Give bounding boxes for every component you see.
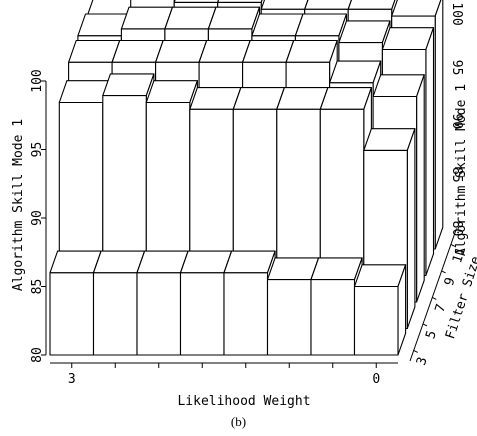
bar-side <box>425 27 435 277</box>
depth-axis-line <box>409 228 457 362</box>
bar-side <box>406 128 416 330</box>
depth-tick <box>432 296 437 300</box>
bar-top <box>319 87 372 110</box>
bar-top <box>285 39 338 63</box>
z-tick-label-right: 100 <box>449 2 464 25</box>
bar <box>353 264 407 356</box>
bar-top <box>68 39 121 63</box>
bar-top <box>145 80 198 104</box>
z-axis-label-left: Algorithm Skill Mode 1 <box>11 119 26 291</box>
bar-top <box>232 87 285 110</box>
bar-top <box>310 257 363 281</box>
bar-top <box>164 6 217 30</box>
bar-top <box>242 39 295 63</box>
bar-top <box>102 73 155 97</box>
z-tick-label-left: 90 <box>30 210 45 226</box>
bar-front <box>310 279 356 356</box>
depth-tick-label: 11 <box>450 246 469 266</box>
bar-front <box>266 279 312 356</box>
depth-tick <box>422 323 428 327</box>
depth-tick-label: 3 <box>414 355 431 367</box>
bar-top <box>266 257 320 281</box>
bar-top <box>198 39 251 63</box>
z-tick-label-left: 95 <box>30 142 45 158</box>
bar-top <box>207 6 261 30</box>
bar-top <box>294 13 348 37</box>
bar-front <box>49 272 95 356</box>
z-tick-label-right: 80 <box>449 221 464 237</box>
x-tick-label: 0 <box>372 372 380 387</box>
bar-top <box>381 27 435 51</box>
bar-top <box>49 250 102 274</box>
z-tick-label-left: 100 <box>30 69 45 92</box>
depth-tick <box>441 270 446 274</box>
bar-top <box>92 250 146 274</box>
bar-top <box>155 39 208 63</box>
bar-top <box>111 39 164 63</box>
bar-top <box>372 74 425 98</box>
z-tick-label-left: 85 <box>30 279 45 295</box>
depth-tick-label: 7 <box>433 302 450 314</box>
bar-top <box>338 20 391 44</box>
bar-front <box>353 285 399 356</box>
bar-top <box>363 128 416 151</box>
z-tick-label-right: 85 <box>449 167 464 183</box>
bar-top <box>120 6 174 30</box>
z-tick-label-right: 90 <box>449 113 464 129</box>
z-tick-label-right: 95 <box>449 60 464 76</box>
depth-tick <box>413 349 418 353</box>
bar-front <box>92 272 138 356</box>
bar-top <box>276 87 329 110</box>
bar-top <box>223 250 276 274</box>
bar-front <box>136 272 182 356</box>
bar-top <box>136 250 189 274</box>
bar-top <box>329 60 382 84</box>
bar-top <box>353 264 407 288</box>
z-axis-label-right: Algorithm Skill Mode 1 <box>454 84 469 256</box>
z-tick-label-left: 80 <box>30 347 45 363</box>
depth-tick-label: 5 <box>423 329 440 341</box>
bar-front <box>223 272 269 356</box>
figure-caption: (b) <box>230 414 247 429</box>
bar-side <box>434 0 444 250</box>
x-axis-label: Likelihood Weight <box>177 394 310 409</box>
bar-side <box>416 74 425 303</box>
bar-top <box>391 0 442 17</box>
bar-top <box>251 13 304 37</box>
depth-tick-label: 9 <box>442 276 459 288</box>
bar-top <box>179 250 233 274</box>
bar-front <box>179 272 225 356</box>
bar-top <box>189 87 242 110</box>
depth-axis-label: Filter Size <box>443 254 477 341</box>
depth-tick <box>450 243 456 247</box>
chart-bars <box>49 0 444 356</box>
x-tick-label: 3 <box>68 372 76 387</box>
